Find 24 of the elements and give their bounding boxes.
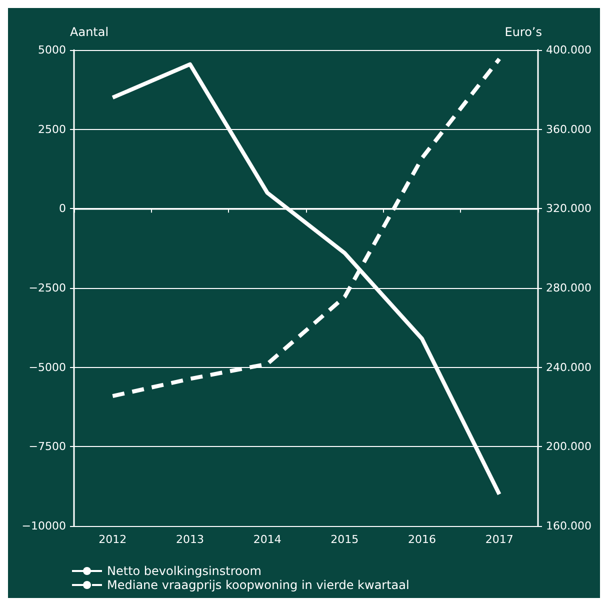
y2-tick-label: 400.000 [546, 44, 592, 56]
y2-tick-label: 200.000 [546, 440, 592, 454]
y2-tick-label: 160.000 [546, 520, 592, 532]
legend-label: Netto bevolkingsinstroom [107, 564, 262, 578]
y-tick-label: 0 [59, 202, 66, 216]
y-tick-label: 2500 [38, 122, 66, 136]
y-tick-label: −2500 [28, 282, 66, 294]
y-tick-label: 5000 [38, 44, 66, 56]
x-tick-label: 2015 [330, 533, 359, 546]
y-tick-label: −5000 [28, 360, 66, 374]
y2-tick-label: 240.000 [546, 360, 592, 374]
y2-axis-title: Euro’s [504, 25, 542, 39]
y-tick-label: −7500 [28, 440, 66, 454]
x-tick-label: 2017 [485, 533, 514, 546]
legend-label: Mediane vraagprijs koopwoning in vierde kwartaal [107, 578, 410, 592]
y2-tick-label: 320.000 [546, 202, 592, 216]
y-axis-title: Aantal [70, 25, 109, 39]
x-tick-label: 2016 [408, 533, 436, 546]
y2-tick-label: 360.000 [546, 122, 592, 136]
x-tick-label: 2012 [98, 533, 127, 546]
x-tick-label: 2013 [176, 533, 204, 546]
x-tick-label: 2014 [253, 533, 282, 546]
y2-tick-label: 280.000 [546, 282, 592, 294]
y-tick-label: −10000 [22, 520, 66, 532]
